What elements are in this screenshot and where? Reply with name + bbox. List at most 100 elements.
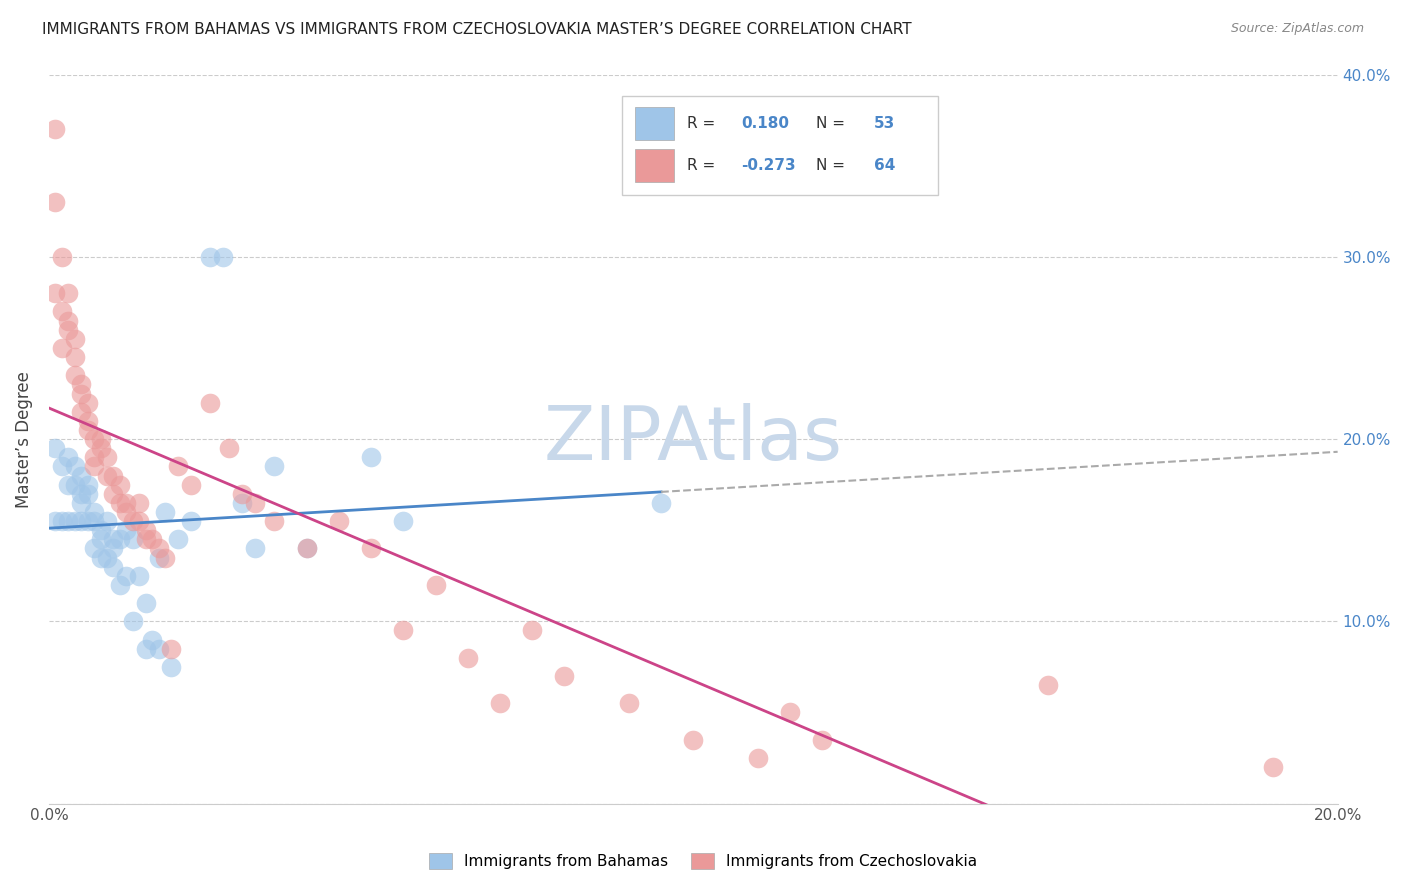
Text: R =: R = — [688, 158, 720, 173]
Point — [103, 541, 125, 556]
Point — [180, 477, 202, 491]
Point — [108, 578, 131, 592]
Point — [51, 341, 73, 355]
Point — [70, 496, 93, 510]
Point — [148, 541, 170, 556]
Text: -0.273: -0.273 — [741, 158, 796, 173]
Point — [198, 250, 221, 264]
Point — [89, 523, 111, 537]
Point — [83, 450, 105, 465]
Point — [76, 414, 98, 428]
Point — [328, 514, 350, 528]
Point — [141, 533, 163, 547]
Point — [425, 578, 447, 592]
Point — [63, 477, 86, 491]
Point — [51, 514, 73, 528]
Point — [89, 432, 111, 446]
Text: 0.180: 0.180 — [741, 116, 789, 131]
Point — [103, 468, 125, 483]
Point — [231, 496, 253, 510]
Point — [63, 332, 86, 346]
Point — [63, 350, 86, 364]
Point — [360, 450, 382, 465]
Point — [135, 523, 157, 537]
Point — [76, 477, 98, 491]
Point — [457, 650, 479, 665]
Text: Source: ZipAtlas.com: Source: ZipAtlas.com — [1230, 22, 1364, 36]
Point — [89, 533, 111, 547]
Point — [70, 487, 93, 501]
Point — [747, 751, 769, 765]
Point — [51, 304, 73, 318]
Legend: Immigrants from Bahamas, Immigrants from Czechoslovakia: Immigrants from Bahamas, Immigrants from… — [423, 847, 983, 875]
Point — [58, 313, 80, 327]
Point — [231, 487, 253, 501]
Point — [115, 505, 138, 519]
Point — [108, 496, 131, 510]
Point — [89, 550, 111, 565]
Point — [44, 195, 66, 210]
Point — [295, 541, 318, 556]
Point — [96, 450, 118, 465]
Point — [89, 441, 111, 455]
Point — [83, 514, 105, 528]
Point — [76, 395, 98, 409]
Point — [58, 323, 80, 337]
Point — [135, 596, 157, 610]
Point — [44, 441, 66, 455]
Point — [1036, 678, 1059, 692]
Point — [58, 514, 80, 528]
Point — [58, 477, 80, 491]
FancyBboxPatch shape — [636, 149, 673, 182]
Point — [135, 533, 157, 547]
Point — [682, 732, 704, 747]
Point — [243, 496, 266, 510]
Point — [650, 496, 672, 510]
Point — [108, 477, 131, 491]
Point — [96, 550, 118, 565]
Point — [198, 395, 221, 409]
FancyBboxPatch shape — [636, 107, 673, 140]
Point — [160, 660, 183, 674]
Point — [115, 496, 138, 510]
Text: N =: N = — [815, 158, 849, 173]
Point — [83, 432, 105, 446]
Point — [115, 523, 138, 537]
Point — [811, 732, 834, 747]
Point — [83, 541, 105, 556]
Point — [63, 514, 86, 528]
Point — [392, 624, 415, 638]
Text: 64: 64 — [873, 158, 896, 173]
Point — [1263, 760, 1285, 774]
Point — [128, 568, 150, 582]
Point — [76, 514, 98, 528]
Text: N =: N = — [815, 116, 849, 131]
Point — [135, 641, 157, 656]
Point — [553, 669, 575, 683]
Point — [148, 641, 170, 656]
Point — [103, 559, 125, 574]
Point — [44, 122, 66, 136]
Point — [70, 386, 93, 401]
Point — [58, 450, 80, 465]
Point — [166, 533, 188, 547]
Point — [121, 615, 143, 629]
Point — [51, 250, 73, 264]
Point — [243, 541, 266, 556]
FancyBboxPatch shape — [623, 96, 938, 194]
Point — [128, 514, 150, 528]
Y-axis label: Master’s Degree: Master’s Degree — [15, 371, 32, 508]
Point — [96, 514, 118, 528]
Text: 53: 53 — [873, 116, 896, 131]
Point — [141, 632, 163, 647]
Point — [76, 423, 98, 437]
Point — [76, 487, 98, 501]
Point — [103, 487, 125, 501]
Point — [83, 459, 105, 474]
Point — [180, 514, 202, 528]
Point — [153, 505, 176, 519]
Point — [128, 496, 150, 510]
Point — [148, 550, 170, 565]
Point — [70, 405, 93, 419]
Point — [83, 505, 105, 519]
